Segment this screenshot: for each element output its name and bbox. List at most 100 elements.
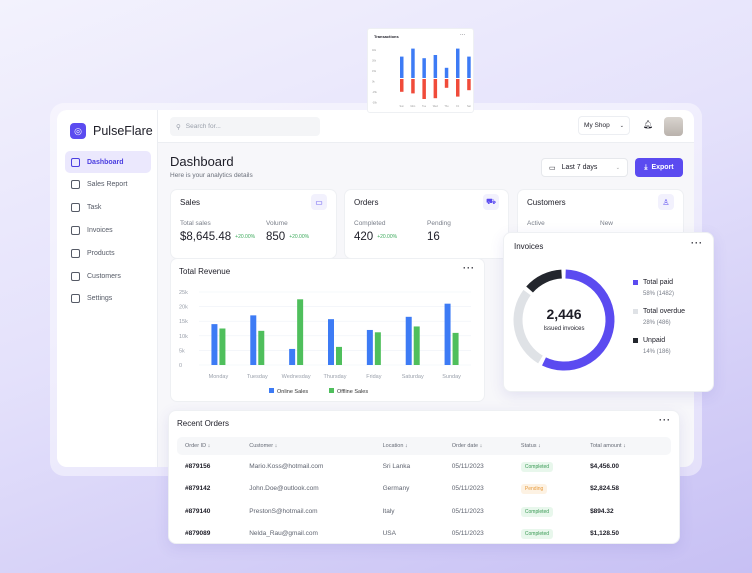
column-label: Location	[382, 443, 404, 449]
stat-value: 850	[266, 231, 286, 243]
table-cell: Nelda_Rau@gmail.com	[249, 530, 318, 538]
search-input[interactable]: ⚲ Search for...	[170, 117, 320, 136]
more-icon[interactable]: ···	[691, 238, 703, 248]
bar-offline-sales	[413, 326, 420, 365]
shop-select[interactable]: My Shop ⌄	[578, 116, 630, 135]
table-cell: $2,824.58	[590, 485, 619, 493]
table-cell: John.Doe@outlook.com	[249, 485, 319, 493]
bell-icon[interactable]: 🔔︎	[643, 120, 654, 129]
column-header[interactable]: Location ↓	[374, 437, 444, 455]
bar-online-sales	[211, 324, 218, 365]
sort-arrow-icon: ↓	[538, 443, 541, 449]
bar-online-sales	[444, 303, 451, 365]
y-tick: 20k	[179, 305, 188, 311]
sidebar-item-settings[interactable]: Settings	[65, 288, 151, 310]
sidebar-item-invoices[interactable]: Invoices	[65, 219, 151, 241]
table-cell: #879156	[185, 462, 211, 470]
expense-bar	[456, 79, 460, 97]
column-header[interactable]: Status ↓	[512, 437, 583, 455]
column-label: Status	[520, 443, 537, 449]
bar-offline-sales	[452, 332, 459, 365]
y-tick: 5k	[179, 348, 185, 354]
sidebar-item-dashboard[interactable]: Dashboard	[65, 151, 151, 173]
calendar-icon: ▭	[549, 164, 556, 172]
stat-value: 420	[354, 231, 374, 243]
y-tick: 25k	[179, 290, 188, 296]
more-icon[interactable]: ···	[463, 263, 475, 273]
table-cell: $894.32	[590, 507, 614, 515]
transactions-card: Transactions ··· 40k 30k 15k 0k -15k -30k Sun M…	[367, 28, 474, 113]
stat-label: Volume	[266, 220, 288, 227]
stat-label: Total sales	[180, 220, 211, 227]
invoice-total: 2,446	[546, 306, 582, 322]
donut-segment-total-overdue	[513, 289, 543, 364]
column-header[interactable]: Customer ↓	[241, 437, 375, 455]
y-tick: 15k	[372, 70, 377, 73]
sales-card: Sales ▭ Total sales $8,645.48 +20.00% Vol…	[170, 189, 337, 259]
sidebar-item-label: Settings	[87, 295, 113, 303]
chevron-down-icon: ⌄	[619, 122, 624, 129]
expense-bar	[411, 79, 415, 94]
legend-item: Unpaid 14% (186)	[633, 337, 685, 355]
column-label: Order ID	[185, 443, 207, 449]
more-icon[interactable]: ···	[460, 32, 465, 38]
bar-offline-sales	[297, 299, 304, 365]
sidebar-item-task[interactable]: Task	[65, 197, 151, 219]
sidebar-item-label: Invoices	[87, 226, 113, 234]
x-tick: Tue	[422, 105, 427, 108]
bag-icon	[71, 248, 80, 258]
table-row[interactable]: #879089 Nelda_Rau@gmail.com USA 05/11/2023 C…	[177, 523, 671, 546]
table-cell: Germany	[382, 485, 410, 493]
layout-icon	[71, 157, 80, 167]
date-range-label: Last 7 days	[561, 164, 598, 171]
sort-arrow-icon: ↓	[404, 443, 408, 449]
date-range-select[interactable]: ▭ Last 7 days ⌄	[541, 158, 628, 177]
legend-swatch	[633, 309, 638, 314]
more-icon[interactable]: ···	[659, 415, 671, 425]
sidebar-item-products[interactable]: Products	[65, 242, 151, 264]
sort-arrow-icon: ↓	[479, 443, 483, 449]
gear-icon	[71, 294, 80, 304]
cart-icon[interactable]: ⛟	[483, 194, 499, 210]
donut-segment-unpaid	[526, 269, 563, 293]
table-cell: Completed	[513, 455, 582, 478]
orders-card: Orders ⛟ Completed 420 +20.00% Pending 16	[344, 189, 509, 259]
transactions-chart: 40k 30k 15k 0k -15k -30k Sun Mon Tue Wed Thu Fri Sat	[372, 48, 471, 108]
status-badge: Completed	[520, 461, 554, 472]
legend-swatch	[269, 388, 274, 393]
expense-bar	[467, 79, 471, 91]
top-bar: ⚲ Search for... My Shop ⌄ 🔔︎	[158, 110, 694, 143]
sidebar-item-sales-report[interactable]: Sales Report	[65, 174, 151, 196]
table-cell: Completed	[513, 523, 582, 546]
sidebar-item-label: Products	[87, 249, 115, 257]
transactions-title: Transactions	[374, 34, 399, 39]
column-header[interactable]: Order date ↓	[443, 437, 513, 455]
x-tick: Monday	[209, 374, 229, 380]
donut-segment-total-paid	[542, 269, 615, 371]
page-subtitle: Here is your analytics details	[170, 172, 253, 179]
table-cell: 05/11/2023	[451, 462, 484, 470]
table-row[interactable]: #879156 Mario.Koss@hotmail.com Sri Lanka 05…	[177, 455, 671, 478]
income-bar	[411, 48, 415, 78]
stat-label: Pending	[427, 220, 451, 227]
stat-label: Completed	[354, 220, 386, 227]
user-icon[interactable]: ♙	[658, 194, 674, 210]
table-row[interactable]: #879140 PrestonS@hotmail.com Italy 05/11/20…	[177, 500, 671, 523]
export-label: Export	[651, 164, 674, 171]
x-tick: Wednesday	[282, 374, 311, 380]
column-label: Customer	[249, 443, 274, 449]
avatar[interactable]	[664, 117, 683, 136]
column-header[interactable]: Order ID ↓	[177, 437, 242, 455]
y-tick: 0	[179, 363, 182, 369]
wallet-icon[interactable]: ▭	[311, 194, 327, 210]
export-button[interactable]: ⤓ Export	[635, 158, 683, 177]
table-cell: Sri Lanka	[382, 462, 411, 470]
legend-detail: 14% (186)	[643, 349, 671, 355]
legend-label: Online Sales	[277, 389, 308, 395]
x-tick: Tuesday	[247, 374, 268, 380]
table-row[interactable]: #879142 John.Doe@outlook.com Germany 05/11/…	[177, 478, 671, 501]
status-badge: Completed	[520, 506, 554, 517]
sidebar-item-customers[interactable]: Customers	[65, 265, 151, 287]
x-tick: Sun	[399, 105, 404, 108]
column-header[interactable]: Total amount ↓	[582, 437, 671, 455]
